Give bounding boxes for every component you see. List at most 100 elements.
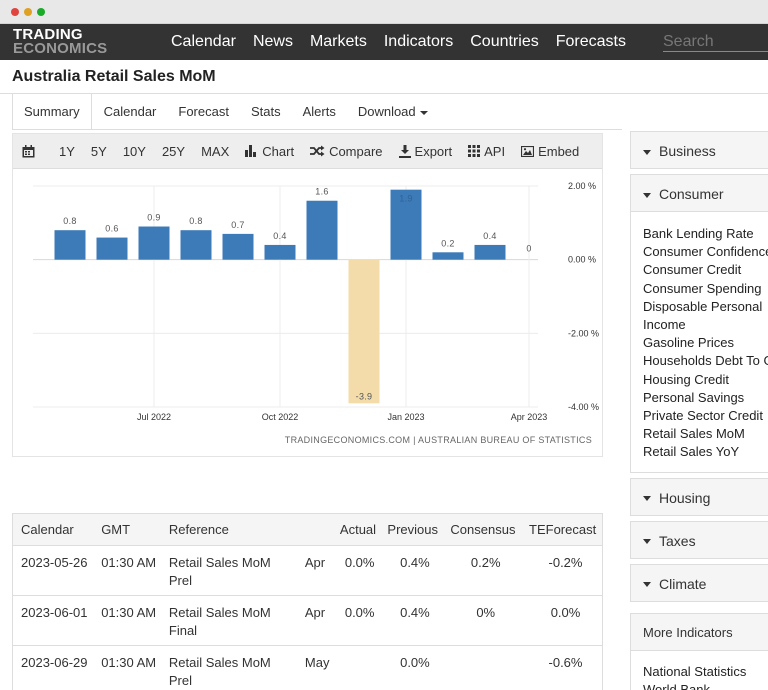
caret-down-icon <box>643 149 651 155</box>
row-consensus: 0% <box>442 595 522 646</box>
embed-button[interactable]: Embed <box>521 144 579 159</box>
y-tick-label: 0.00 % <box>568 255 596 265</box>
row-date: 2023-06-29 <box>12 645 94 690</box>
data-label: 0 <box>526 244 531 254</box>
sidebar-climate[interactable]: Climate <box>630 563 768 602</box>
range-1y-button[interactable]: 1Y <box>59 143 75 159</box>
close-window-button[interactable] <box>11 8 19 16</box>
range-max-button[interactable]: MAX <box>201 143 230 159</box>
row-actual <box>331 645 380 690</box>
x-tick-label: Jan 2023 <box>387 412 424 422</box>
nav-news[interactable]: News <box>252 33 293 50</box>
sidebar-indicator-link[interactable]: Consumer Credit <box>643 262 742 278</box>
sidebar-indicator-link[interactable]: Disposable Personal <box>643 298 763 314</box>
sidebar-climate-label: Climate <box>659 575 707 592</box>
data-label: 0.9 <box>147 213 160 223</box>
y-tick-label: -2.00 % <box>568 328 599 338</box>
sidebar-more-link[interactable]: National Statistics <box>643 663 747 679</box>
nav-markets[interactable]: Markets <box>309 33 367 50</box>
tab-download-label: Download <box>357 104 416 119</box>
table-header-row: Calendar GMT Reference Actual Previous C… <box>12 513 603 546</box>
more-indicators-list: National Statistics World Bank <box>630 650 768 690</box>
calendar-table: Calendar GMT Reference Actual Previous C… <box>12 513 603 690</box>
tab-download[interactable]: Download <box>348 94 438 130</box>
api-button[interactable]: API <box>468 144 505 159</box>
image-icon <box>521 145 535 157</box>
sidebar-indicator-link[interactable]: Consumer Spending <box>643 280 762 296</box>
sidebar-indicator-link[interactable]: Consumer Confidence <box>643 244 768 260</box>
row-date: 2023-05-26 <box>12 545 94 596</box>
search-input[interactable] <box>663 32 768 52</box>
sidebar-consumer[interactable]: Consumer <box>630 174 768 212</box>
row-teforecast: -0.6% <box>521 645 603 690</box>
row-reference[interactable]: Retail Sales MoM Prel <box>160 545 297 596</box>
bar <box>390 189 422 260</box>
chart-panel: 1Y 5Y 10Y 25Y MAX Chart Compare Export A… <box>12 133 603 457</box>
calendar-range-button[interactable] <box>22 144 39 158</box>
compare-button[interactable]: Compare <box>310 144 383 159</box>
table-row: 2023-06-01 01:30 AM Retail Sales MoM Final A… <box>12 595 603 646</box>
range-10y-button[interactable]: 10Y <box>122 143 146 159</box>
sidebar-consumer-label: Consumer <box>659 186 724 202</box>
tab-forecast[interactable]: Forecast <box>178 104 229 119</box>
nav-forecasts[interactable]: Forecasts <box>555 33 626 50</box>
shuffle-icon <box>310 145 325 157</box>
row-previous: 0.4% <box>379 595 443 646</box>
export-label: Export <box>414 143 453 159</box>
sidebar-indicator-link[interactable]: Income <box>643 317 686 333</box>
sidebar-more-link[interactable]: World Bank <box>643 681 710 690</box>
tab-stats[interactable]: Stats <box>250 104 281 119</box>
sidebar-indicator-link[interactable]: Private Sector Credit <box>643 408 763 424</box>
range-5y-button[interactable]: 5Y <box>90 143 107 159</box>
sidebar-business[interactable]: Business <box>630 131 768 169</box>
reference-type: Prel <box>168 573 193 588</box>
sidebar-indicator-link[interactable]: Gasoline Prices <box>643 335 735 351</box>
chart-type-button[interactable]: Chart <box>245 144 294 159</box>
nav-indicators[interactable]: Indicators <box>383 33 454 50</box>
nav-countries[interactable]: Countries <box>470 33 539 50</box>
top-navbar: TRADING ECONOMICS Calendar News Markets … <box>0 24 768 60</box>
row-previous: 0.4% <box>379 545 443 596</box>
x-tick-label: Jul 2022 <box>137 412 171 422</box>
sidebar-taxes[interactable]: Taxes <box>630 520 768 559</box>
site-logo[interactable]: TRADING ECONOMICS <box>13 27 107 56</box>
data-label: 0.2 <box>441 238 454 248</box>
main-nav: Calendar News Markets Indicators Countri… <box>171 24 643 60</box>
tab-summary[interactable]: Summary <box>12 94 92 130</box>
row-consensus <box>442 645 522 690</box>
data-label: 0.7 <box>231 220 244 230</box>
export-button[interactable]: Export <box>398 143 453 159</box>
row-reference[interactable]: Retail Sales MoM Prel <box>160 645 297 690</box>
bar <box>474 244 506 260</box>
maximize-window-button[interactable] <box>37 8 45 16</box>
sidebar-indicator-link[interactable]: Bank Lending Rate <box>643 226 754 241</box>
row-teforecast: 0.0% <box>521 595 603 646</box>
bar <box>138 226 170 260</box>
data-label: 0.4 <box>483 231 496 241</box>
sidebar-indicator-link[interactable]: Retail Sales MoM <box>643 426 745 442</box>
row-reference[interactable]: Retail Sales MoM Final <box>160 595 297 646</box>
data-label: 0.4 <box>273 231 286 241</box>
sidebar-indicator-link[interactable]: Personal Savings <box>643 389 745 405</box>
sidebar-housing[interactable]: Housing <box>630 477 768 516</box>
tab-calendar[interactable]: Calendar <box>103 104 157 119</box>
download-icon <box>398 144 411 158</box>
range-25y-button[interactable]: 25Y <box>161 143 186 159</box>
minimize-window-button[interactable] <box>24 8 32 16</box>
sidebar-indicator-link[interactable]: Households Debt To G <box>643 353 768 369</box>
bar <box>264 244 296 260</box>
col-calendar: Calendar <box>12 513 94 546</box>
chart-label: Chart <box>262 143 295 159</box>
sidebar-indicator-link[interactable]: Retail Sales YoY <box>643 444 740 460</box>
page-tabs: Summary Calendar Forecast Stats Alerts D… <box>12 94 440 130</box>
data-label: 0.8 <box>63 216 76 226</box>
sidebar-indicator-link[interactable]: Housing Credit <box>643 371 729 387</box>
nav-calendar[interactable]: Calendar <box>171 33 236 50</box>
bar <box>96 237 128 260</box>
divider <box>0 93 768 94</box>
caret-down-icon <box>643 192 651 198</box>
tab-alerts[interactable]: Alerts <box>302 104 336 119</box>
col-period <box>296 513 332 546</box>
divider <box>12 129 622 130</box>
row-time: 01:30 AM <box>93 545 161 596</box>
